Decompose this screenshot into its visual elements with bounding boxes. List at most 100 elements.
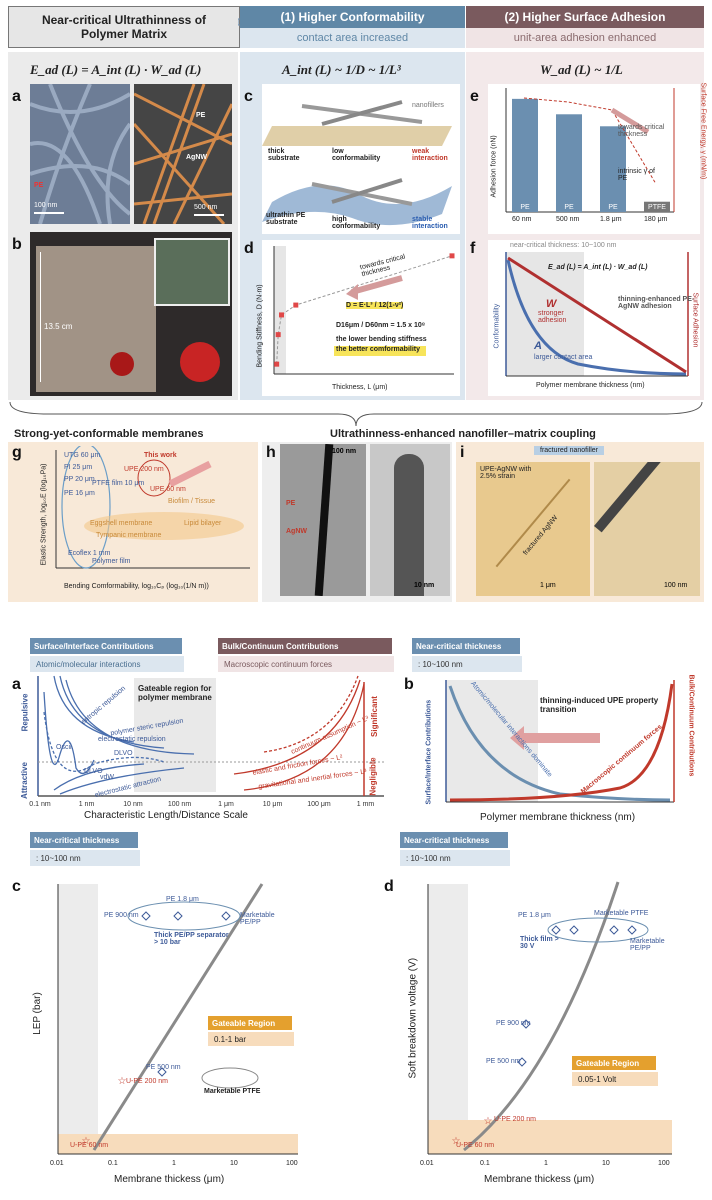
g-xlabel: Bending Comformability, log₁₀Cₚ (log₁₀(1… [64, 583, 209, 590]
e-cat-1: 500 nm [556, 216, 580, 223]
d-point-3 [293, 302, 299, 308]
e-bar-0 [512, 98, 538, 212]
sa-attractive: Attractive [19, 762, 29, 799]
low-label: low conformability [332, 148, 381, 162]
h2-sub-text: unit-area adhesion enhanced [513, 32, 657, 44]
g-ylabel: Elastic Strength, log₁₀E (log₁₀Pa) [40, 463, 48, 566]
tem-h2: 10 nm [370, 444, 450, 596]
sb-yl: Surface/Interface Contributions [425, 699, 433, 805]
sb-yr: Bulk/Continuum Contributions [687, 674, 695, 777]
sc-pe500: PE 500 nm [146, 1064, 181, 1071]
weak-label: weak interaction [412, 148, 448, 162]
sc-upe200: U-PE 200 nm [126, 1078, 169, 1085]
s-panel-label-b: b [404, 676, 414, 693]
xlabel-d: Thickness, L (μm) [332, 384, 388, 391]
range-f: near-critical thickness: 10~100 nm [510, 242, 617, 249]
i-fag: fractured AgNW [522, 514, 560, 557]
scale-500nm: 500 nm [194, 204, 218, 211]
eq-d: D = E·L³ / 12(1-ν²) [346, 302, 404, 309]
d-point-2 [279, 312, 284, 318]
bulk-sub: Macroscopic continuum forces [218, 656, 394, 672]
sc-star-1: ☆ [82, 1136, 91, 1147]
size-label: 13.5 cm [44, 322, 73, 331]
h1-text: (1) Higher Conformability [280, 10, 425, 24]
g-pp: PP 20 μm [64, 476, 95, 483]
unit-area-sub: unit-area adhesion enhanced [466, 28, 704, 48]
near-tag-b: Near-critical thickness [412, 638, 520, 654]
sc-tick-1: 0.1 [108, 1160, 118, 1167]
sem-i2: 100 nm [594, 462, 700, 596]
sa-gateable: Gateable region for polymer membrane [138, 684, 212, 702]
formula-e: W_ad (L) ~ 1/L [540, 62, 623, 77]
sd-mptfe: Marketable PTFE [594, 910, 649, 917]
sd-diamond-1 [569, 925, 579, 935]
e-bar-3 [644, 201, 670, 212]
scale-bar-2 [194, 214, 224, 216]
ratio-d: D16μm / D60nm = 1.5 x 10⁸ [336, 322, 426, 329]
contact-area-sub: contact area increased [240, 28, 465, 48]
near-critical-header-text: Near-critical Ultrathinness of Polymer M… [41, 13, 207, 41]
sd-upe200: U-PE 200 nm [494, 1116, 537, 1123]
sa-tick-5: 10 μm [263, 801, 283, 808]
nanofillers-label: nanofillers [412, 102, 444, 109]
near-tag-c: Near-critical thickness [30, 832, 138, 848]
sd-gate: Gateable Region [572, 1056, 656, 1070]
sd-ylabel: Soft breakdown voltage (V) [407, 957, 419, 1079]
sa-tick-1: 1 nm [79, 801, 95, 808]
ylabel-d: Bending Stiffness, D (N·m) [256, 284, 264, 368]
sd-thick: Thick film > 30 V [520, 936, 559, 950]
sc-mptfe: Marketable PTFE [204, 1088, 261, 1095]
conf-f: Conformability [493, 303, 501, 349]
sa-tick-3: 100 nm [168, 801, 192, 808]
A-f: A [534, 340, 542, 352]
pe-label: PE [34, 182, 44, 189]
e-cat-0: 60 nm [512, 216, 532, 223]
sd-tick-0: 0.01 [420, 1160, 434, 1167]
sc-star-0: ☆ [118, 1076, 127, 1087]
surface-sub: Atomic/molecular interactions [30, 656, 184, 672]
panel-label-i: i [460, 444, 465, 461]
panel-label-g: g [12, 444, 22, 461]
e-bar-label-3: PTFE [648, 204, 666, 211]
sa-tick-2: 10 nm [123, 801, 143, 808]
e-bar-label-1: PE [564, 204, 574, 211]
sd-star-0: ☆ [484, 1116, 493, 1127]
towards-label-e: towards critical thickness [618, 124, 665, 138]
pe-label-2: PE [196, 112, 206, 119]
sa-dlvo: DLVO [114, 750, 133, 757]
sd-tick-2: 1 [544, 1160, 548, 1167]
sa-tick-7: 1 mm [357, 801, 375, 808]
sc-market: Marketable PE/PP [240, 912, 275, 926]
e-bar-1 [556, 114, 582, 212]
near-critical-header: Near-critical Ultrathinness of Polymer M… [8, 6, 240, 48]
d-point-0 [274, 361, 280, 367]
sd-upe60: U-PE 60 nm [456, 1142, 495, 1149]
sa-oscil: Oscil. [56, 744, 74, 751]
sb-transition: thinning-induced UPE property transition [540, 696, 659, 714]
surface-tag: Surface/Interface Contributions [30, 638, 182, 654]
i-scale2: 100 nm [664, 582, 688, 589]
thick-label: thick substrate [268, 148, 300, 162]
h1-sub-text: contact area increased [296, 32, 409, 44]
photo-membrane: 13.5 cm [30, 232, 232, 396]
sa-negligible: Negligible [368, 757, 378, 796]
sc-pe900: PE 900 nm [104, 912, 139, 919]
d-point-1 [275, 332, 281, 338]
sc-pe18: PE 1.8 μm [166, 896, 199, 903]
sc-tick-3: 10 [230, 1160, 238, 1167]
e-cat-3: 180 μm [644, 216, 668, 223]
e-bar-2 [600, 126, 626, 212]
better-d: the better comformability [336, 346, 421, 353]
adh-f: Surface Adhesion [691, 292, 699, 348]
sa-tick-4: 1 μm [218, 801, 234, 808]
sa-tick-6: 100 μm [307, 801, 331, 808]
y2label-e: Surface Free Energy, γ (mN/m) [699, 82, 707, 180]
g-ecoflex: Ecoflex 1 mm [68, 550, 111, 557]
panel-label-a: a [12, 88, 21, 105]
chart-e: PE PE PE PTFE towards critical thickness in… [488, 83, 707, 234]
sem-i1: UPE-AgNW with 2.5% strain fractured AgNW… [476, 462, 590, 596]
sem-image-agnw: PE AgNW 500 nm [134, 84, 232, 224]
bulk-tag: Bulk/Continuum Contributions [218, 638, 392, 654]
sc-diamond-3 [157, 1067, 167, 1077]
chart-g: This work UPE 200 nm UPE 60 nm UTG 60 μm… [34, 443, 254, 598]
